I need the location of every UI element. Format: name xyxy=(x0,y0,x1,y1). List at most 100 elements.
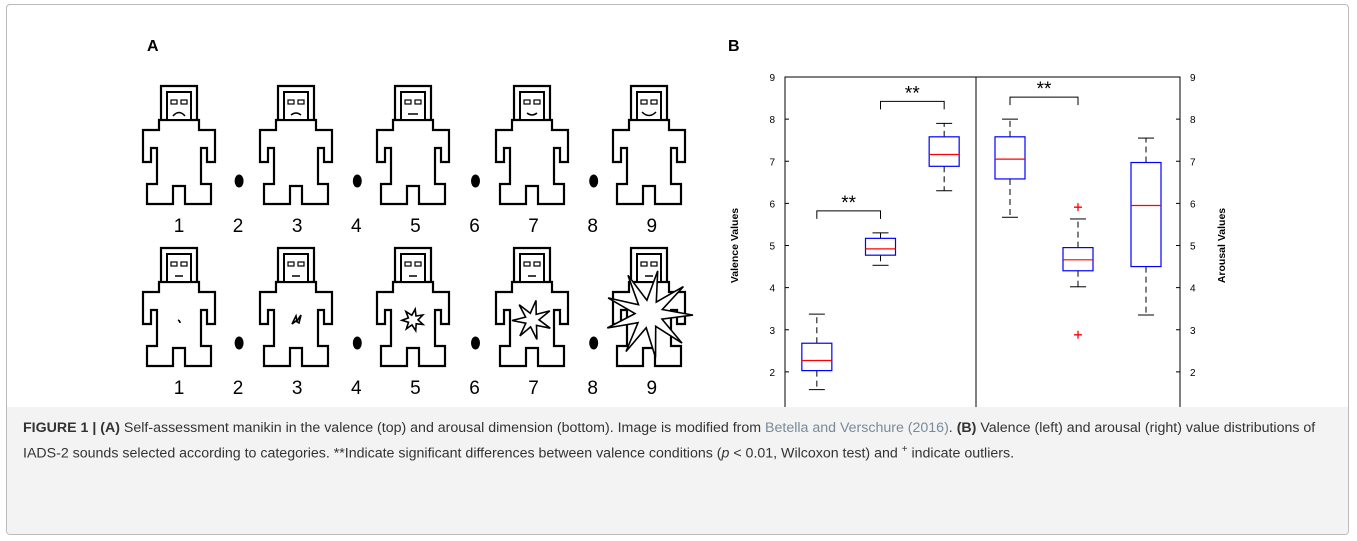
scale-number: 6 xyxy=(469,378,480,399)
manikin-head xyxy=(276,246,316,282)
eye xyxy=(640,99,648,105)
manikin-body xyxy=(375,280,451,368)
scale-dot xyxy=(352,174,362,188)
manikin-face xyxy=(166,253,192,283)
caption-text: . xyxy=(948,420,957,436)
figure: A B 123456789123456789123456789Valence V… xyxy=(6,4,1349,535)
manikin-body xyxy=(375,118,451,206)
scale-number: 2 xyxy=(233,216,244,237)
y-axis-label: Arousal Values xyxy=(1216,208,1228,283)
scale-dot xyxy=(589,174,599,188)
manikin xyxy=(141,84,217,206)
scale-number: 6 xyxy=(469,216,480,237)
scale-dot xyxy=(234,336,244,350)
significance-bracket xyxy=(880,100,945,110)
significance-bracket xyxy=(1009,96,1079,106)
eye xyxy=(414,99,422,105)
scale-dot xyxy=(352,336,362,350)
manikin xyxy=(611,84,687,206)
eye xyxy=(523,99,531,105)
caption-text: FIGURE 1 | (A) xyxy=(23,420,120,436)
figure-art: A B 123456789123456789123456789Valence V… xyxy=(141,38,1228,407)
scale-number: 3 xyxy=(292,378,303,399)
box xyxy=(928,136,960,167)
caption-text: < 0.01, Wilcoxon test) and xyxy=(729,445,902,462)
manikin xyxy=(375,84,451,206)
scale-number: 8 xyxy=(587,216,598,237)
significance-mark: ** xyxy=(905,83,920,104)
scale-number: 4 xyxy=(351,378,362,399)
caption-text: (B) xyxy=(956,420,977,436)
scale-number: 9 xyxy=(647,378,658,399)
manikin-body xyxy=(141,118,217,206)
arousal-burst xyxy=(177,319,181,324)
manikin xyxy=(494,246,570,368)
manikin-face xyxy=(519,253,545,283)
eye xyxy=(180,261,188,267)
y-tick-label: 5 xyxy=(769,242,775,253)
axes-frame xyxy=(784,76,1181,407)
scale-number: 8 xyxy=(587,378,598,399)
panel-label: A xyxy=(147,38,159,55)
arousal-burst xyxy=(291,313,302,325)
manikin-face xyxy=(283,91,309,121)
manikin-face xyxy=(400,253,426,283)
y-tick-label: 2 xyxy=(1190,368,1196,379)
scale-number: 3 xyxy=(292,216,303,237)
caption-text: Valence (left) and arousal (right) value… xyxy=(23,420,1316,462)
y-tick-label: 3 xyxy=(769,326,775,337)
manikin-head xyxy=(159,84,199,120)
eye xyxy=(170,99,178,105)
significance-mark: ** xyxy=(1037,79,1052,100)
manikin xyxy=(606,246,694,368)
y-tick-label: 3 xyxy=(1190,326,1196,337)
eye xyxy=(287,261,295,267)
caption-text: Self-assessment manikin in the valence (… xyxy=(119,420,766,436)
caption-text: indicate outliers. xyxy=(907,445,1015,462)
box xyxy=(801,342,833,372)
eye xyxy=(287,99,295,105)
y-tick-label: 9 xyxy=(1190,73,1196,84)
scale-number: 5 xyxy=(410,216,421,237)
box xyxy=(994,136,1026,180)
scale-number: 1 xyxy=(174,216,185,237)
y-tick-label: 9 xyxy=(769,73,775,84)
caption-text: + xyxy=(901,444,908,455)
manikin-face xyxy=(283,253,309,283)
manikin-head xyxy=(393,84,433,120)
manikin-body xyxy=(258,118,334,206)
scale-dot xyxy=(471,174,480,188)
eye xyxy=(523,261,531,267)
eye xyxy=(650,99,658,105)
manikin xyxy=(375,246,451,368)
scale-dot xyxy=(589,336,599,350)
eye xyxy=(297,261,305,267)
significance-mark: ** xyxy=(841,193,856,214)
manikin-face xyxy=(519,91,545,121)
y-tick-label: 6 xyxy=(769,199,775,210)
y-tick-label: 5 xyxy=(1190,242,1196,253)
y-tick-label: 7 xyxy=(1190,157,1196,168)
y-tick-label: 8 xyxy=(1190,115,1196,126)
y-tick-label: 7 xyxy=(769,157,775,168)
mouth xyxy=(526,112,538,116)
manikin xyxy=(141,246,217,368)
caption-text[interactable]: Betella and Verschure (2016) xyxy=(765,420,949,436)
manikin-head xyxy=(629,84,669,120)
manikin-body xyxy=(611,118,687,206)
eye xyxy=(404,261,412,267)
panel-label: B xyxy=(728,38,740,55)
manikin-body xyxy=(494,118,570,206)
scale-number: 9 xyxy=(647,216,658,237)
scale-dot xyxy=(471,336,480,350)
eye xyxy=(650,261,658,267)
manikin-head xyxy=(393,246,433,282)
eye xyxy=(297,99,305,105)
box xyxy=(1062,247,1094,272)
arousal-burst xyxy=(511,300,551,340)
eye xyxy=(414,261,422,267)
manikin-face xyxy=(400,91,426,121)
caption-text: p xyxy=(721,445,730,462)
y-axis-label: Valence Values xyxy=(729,208,741,283)
mouth xyxy=(172,111,186,117)
